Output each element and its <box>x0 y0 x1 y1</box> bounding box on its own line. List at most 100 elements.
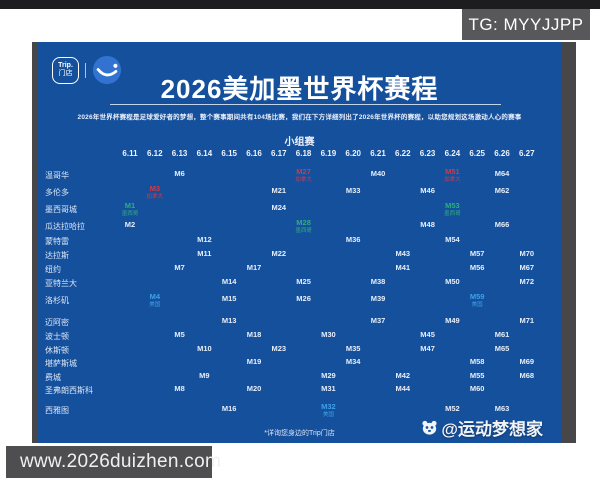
match-number: M32 <box>321 402 336 411</box>
match-number: M17 <box>246 263 262 272</box>
match-cell: M40 <box>358 169 398 179</box>
match-team-note: 墨西哥 <box>444 210 461 217</box>
match-cell: M57 <box>457 249 497 259</box>
match-number: M55 <box>469 371 485 380</box>
match-cell: M33 <box>333 186 373 196</box>
match-cell: M10 <box>184 344 224 354</box>
match-cell: M1 墨西哥 <box>110 201 150 217</box>
match-cell: M21 <box>259 186 299 196</box>
match-number: M58 <box>469 357 485 366</box>
poster-left-edge <box>32 42 38 443</box>
match-number: M56 <box>469 263 485 272</box>
match-number: M4 <box>149 292 160 301</box>
match-cell: M26 <box>284 294 324 304</box>
match-number: M44 <box>395 384 411 393</box>
city-row-label: 休斯顿 <box>45 346 69 355</box>
match-number: M33 <box>345 186 361 195</box>
match-number: M14 <box>221 277 237 286</box>
match-number: M59 <box>469 292 485 301</box>
match-cell: M42 <box>383 371 423 381</box>
match-number: M1 <box>124 201 136 210</box>
date-column-header: 6.22 <box>395 149 411 158</box>
match-number: M69 <box>519 357 535 366</box>
match-number: M26 <box>296 294 311 303</box>
match-number: M43 <box>395 249 411 258</box>
match-number: M65 <box>494 344 510 353</box>
match-cell: M60 <box>457 384 497 394</box>
match-cell: M39 <box>358 294 398 304</box>
city-row-label: 墨西哥城 <box>45 205 77 214</box>
match-number: M29 <box>321 371 336 380</box>
match-number: M68 <box>519 371 535 380</box>
city-row-label: 堪萨斯城 <box>45 359 77 368</box>
match-cell: M30 <box>308 330 348 340</box>
match-cell: M64 <box>482 169 522 179</box>
match-cell: M8 <box>160 384 200 394</box>
date-column-header: 6.25 <box>469 149 485 158</box>
match-cell: M72 <box>507 277 547 287</box>
world-cup-schedule-poster: Trip. 门店 2026美加墨世界杯赛程 2026年世界杯赛程是足球爱好者的梦… <box>32 42 576 443</box>
date-column-header: 6.17 <box>271 149 287 158</box>
match-cell: M41 <box>383 263 423 273</box>
match-number: M28 <box>296 218 311 227</box>
match-number: M47 <box>420 344 435 353</box>
match-cell: M49 <box>432 316 472 326</box>
match-number: M27 <box>296 167 311 176</box>
match-cell: M31 <box>308 384 348 394</box>
date-column-header: 6.16 <box>246 149 262 158</box>
match-cell: M62 <box>482 186 522 196</box>
match-cell: M48 <box>408 220 448 230</box>
match-number: M67 <box>519 263 535 272</box>
match-number: M11 <box>197 249 212 258</box>
match-cell: M55 <box>457 371 497 381</box>
match-number: M3 <box>149 184 160 193</box>
match-cell: M14 <box>209 277 249 287</box>
match-cell: M68 <box>507 371 547 381</box>
match-number: M31 <box>321 384 336 393</box>
website-url-bar: www.2026duizhen.com <box>6 446 221 478</box>
date-column-header: 6.23 <box>419 149 436 158</box>
match-cell: M58 <box>457 357 497 367</box>
match-number: M12 <box>197 235 212 244</box>
match-number: M48 <box>420 220 435 229</box>
match-number: M66 <box>494 220 510 229</box>
match-cell: M47 <box>408 344 448 354</box>
match-cell: M15 <box>209 294 249 304</box>
match-cell: M65 <box>482 344 522 354</box>
match-number: M25 <box>296 277 311 286</box>
match-number: M15 <box>221 294 237 303</box>
match-number: M16 <box>221 404 237 413</box>
match-cell: M13 <box>209 316 249 326</box>
match-cell: M63 <box>482 404 522 414</box>
city-row-label: 亚特兰大 <box>45 279 77 288</box>
date-column-header: 6.19 <box>320 149 337 158</box>
match-cell: M28 墨西哥 <box>284 218 324 234</box>
match-number: M18 <box>246 330 262 339</box>
match-cell: M4 美国 <box>135 292 175 308</box>
match-number: M21 <box>271 186 287 195</box>
match-team-note: 美国 <box>322 411 334 418</box>
match-number: M23 <box>271 344 287 353</box>
match-number: M40 <box>370 169 386 178</box>
city-row-label: 温哥华 <box>45 171 69 180</box>
poster-subtitle: 2026年世界杯赛程是足球爱好者的梦想，整个赛事期间共有104场比赛，我们在下方… <box>77 114 522 121</box>
match-number: M36 <box>345 235 361 244</box>
match-number: M5 <box>174 330 185 339</box>
match-cell: M45 <box>408 330 448 340</box>
match-number: M39 <box>370 294 386 303</box>
match-number: M37 <box>370 316 386 325</box>
match-cell: M53 墨西哥 <box>432 201 472 217</box>
trip-store-logo: Trip. 门店 <box>52 56 79 84</box>
match-cell: M46 <box>408 186 448 196</box>
match-cell: M19 <box>234 357 274 367</box>
date-column-header: 6.12 <box>147 149 163 158</box>
match-team-note: 加拿大 <box>444 176 461 183</box>
logo-separator <box>85 62 86 78</box>
brand-logos: Trip. 门店 <box>52 55 122 85</box>
city-row-label: 圣弗朗西斯科 <box>45 386 93 395</box>
poster-title: 2026美加墨世界杯赛程 <box>160 74 439 104</box>
match-number: M57 <box>469 249 485 258</box>
trip-store-text: 门店 <box>58 70 73 77</box>
date-column-header: 6.24 <box>444 149 461 158</box>
date-column-header: 6.15 <box>221 149 237 158</box>
